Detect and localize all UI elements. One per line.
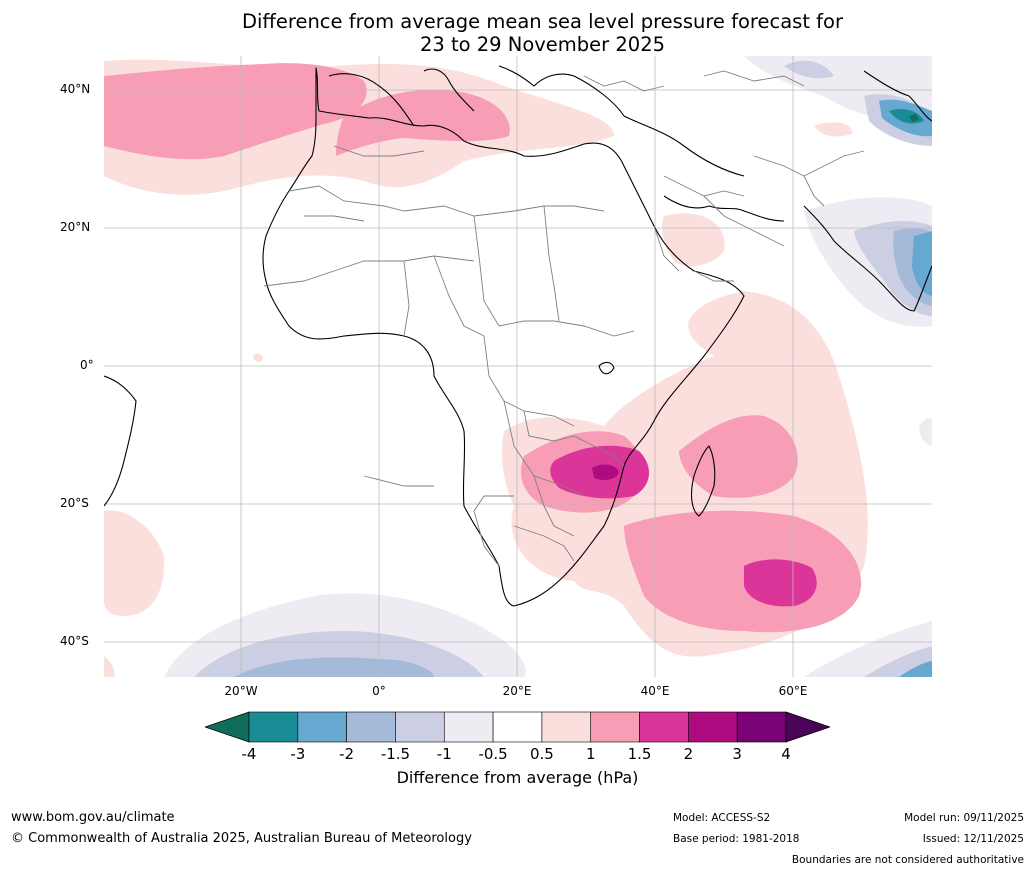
colorbar-tick-label: -1 xyxy=(436,745,452,763)
lat-label-40N: 40°N xyxy=(60,82,91,96)
lat-label-0: 0° xyxy=(80,358,94,372)
colorbar-segment xyxy=(443,711,494,743)
graticule xyxy=(104,56,932,677)
colorbar-segment xyxy=(639,711,689,743)
footer-issued: Issued: 12/11/2025 xyxy=(922,833,1024,845)
colorbar xyxy=(205,711,830,743)
colorbar-tick-label: 0.5 xyxy=(529,745,554,763)
footer-copyright: © Commonwealth of Australia 2025, Austra… xyxy=(11,831,472,846)
colorbar-segment xyxy=(248,711,299,743)
map-title: Difference from average mean sea level p… xyxy=(0,10,1035,56)
colorbar-segment xyxy=(541,711,592,743)
lat-label-40S: 40°S xyxy=(60,634,89,648)
colorbar-segment xyxy=(492,711,543,743)
colorbar-tick-label: -2 xyxy=(339,745,355,763)
footer-website[interactable]: www.bom.gov.au/climate xyxy=(11,810,175,825)
colorbar-segment xyxy=(688,711,738,743)
footer-base-period: Base period: 1981-2018 xyxy=(673,833,800,845)
lon-label-60E: 60°E xyxy=(778,684,808,698)
footer-model: Model: ACCESS-S2 xyxy=(673,812,771,824)
colorbar-segment xyxy=(297,711,347,743)
colorbar-tick-label: -1.5 xyxy=(380,745,411,763)
country-borders xyxy=(263,70,865,567)
pressure-anomaly-map xyxy=(104,56,932,677)
lon-label-20W: 20°W xyxy=(224,684,258,698)
colorbar-segment xyxy=(590,711,640,743)
colorbar-segment xyxy=(395,711,445,743)
colorbar-segment-above-max xyxy=(785,711,830,743)
colorbar-tick-label: -4 xyxy=(241,745,257,763)
colorbar-tick-label: 1 xyxy=(585,745,596,763)
colorbar-segment xyxy=(346,711,396,743)
lat-label-20N: 20°N xyxy=(60,220,91,234)
title-line-2: 23 to 29 November 2025 xyxy=(419,33,666,56)
lon-label-0: 0° xyxy=(372,684,386,698)
colorbar-label: Difference from average (hPa) xyxy=(396,768,639,787)
lat-label-20S: 20°S xyxy=(60,496,89,510)
colorbar-tick-label: -0.5 xyxy=(478,745,508,763)
colorbar-segment xyxy=(736,711,787,743)
footer-disclaimer: Boundaries are not considered authoritat… xyxy=(791,854,1024,866)
anomaly-negative-regions xyxy=(164,56,932,677)
colorbar-tick-label: -3 xyxy=(290,745,306,763)
lon-label-40E: 40°E xyxy=(640,684,670,698)
lon-label-20E: 20°E xyxy=(502,684,532,698)
title-line-1: Difference from average mean sea level p… xyxy=(242,10,843,33)
colorbar-tick-label: 2 xyxy=(683,745,694,763)
footer-model-run: Model run: 09/11/2025 xyxy=(904,812,1024,824)
colorbar-tick-label: 1.5 xyxy=(627,745,652,763)
colorbar-tick-label: 4 xyxy=(781,745,791,763)
coastlines xyxy=(104,65,932,607)
colorbar-segment-below-min xyxy=(205,711,250,743)
anomaly-2-3-region xyxy=(592,464,619,480)
colorbar-tick-label: 3 xyxy=(732,745,742,763)
